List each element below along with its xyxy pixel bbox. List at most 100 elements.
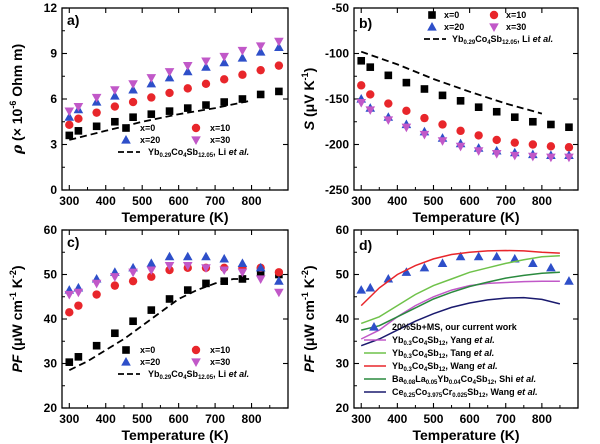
data-point <box>64 112 75 121</box>
y-tick-label: 40 <box>44 312 58 326</box>
data-point <box>128 276 138 286</box>
legend-label: Ba0.08​La0.05​Yb0.04​Co4​Sb12​, Shi et a… <box>392 374 536 386</box>
data-point <box>128 97 138 107</box>
data-point <box>256 268 265 277</box>
legend-label: x=10 <box>506 10 526 20</box>
data-point <box>219 253 230 263</box>
legend: 20%Sb+MS, our current work Yb0.3​Co4​Sb12… <box>364 322 538 399</box>
panel-c: 300 400 500 600 700 800 20 30 40 50 60 Temperature … <box>8 223 289 443</box>
data-point <box>510 138 519 147</box>
data-point <box>201 264 211 273</box>
data-point <box>147 93 156 102</box>
data-point <box>564 143 574 152</box>
data-point <box>366 63 375 71</box>
y-tick-label: 6 <box>50 92 57 106</box>
data-point <box>564 276 574 285</box>
data-point <box>74 114 83 123</box>
x-tick-label: 600 <box>169 194 189 208</box>
data-point <box>365 106 376 115</box>
data-point <box>546 142 556 151</box>
data-point <box>201 57 211 67</box>
x-tick-label: 500 <box>423 412 443 426</box>
panel-d: 300 400 500 600 700 800 20 30 40 50 60 Temperature … <box>300 223 579 443</box>
data-point <box>128 268 138 278</box>
x-axis-label: Temperature (K) <box>412 209 519 225</box>
data-point <box>110 86 120 95</box>
data-point <box>510 113 519 121</box>
data-point <box>201 62 211 71</box>
y-tick-label: -50 <box>332 1 350 15</box>
data-point <box>219 57 230 67</box>
data-point <box>201 79 211 89</box>
data-point <box>64 107 75 117</box>
data-point <box>165 295 174 303</box>
data-point <box>237 53 248 62</box>
data-point <box>237 268 248 278</box>
x-tick-label: 700 <box>205 194 225 208</box>
plot-frame <box>61 229 289 409</box>
panel-label: b) <box>359 15 372 31</box>
data-point <box>419 130 430 140</box>
data-point <box>384 71 393 80</box>
data-point <box>219 266 230 276</box>
data-point <box>546 153 556 163</box>
x-tick-label: 600 <box>169 412 189 426</box>
legend-marker <box>489 10 499 20</box>
data-point <box>366 90 375 99</box>
data-point <box>92 122 101 131</box>
data-point <box>455 142 466 152</box>
data-point <box>455 251 466 261</box>
y-tick-label: 20 <box>44 401 58 415</box>
data-point <box>146 74 157 83</box>
legend-marker <box>427 22 437 31</box>
data-point <box>529 117 537 126</box>
data-point <box>565 123 573 132</box>
x-tick-label: 600 <box>460 412 480 426</box>
x-tick-label: 500 <box>132 194 152 208</box>
data-point <box>219 52 230 62</box>
data-point <box>438 120 447 129</box>
data-point <box>65 131 74 140</box>
legend-label: x=20 <box>140 135 160 145</box>
data-point <box>420 113 429 123</box>
series-line <box>360 249 560 307</box>
panel-b: 300 400 500 600 700 800 -250 -200 -150 -100 -50 Tem… <box>300 1 579 225</box>
data-point <box>237 46 248 56</box>
x-tick-label: 700 <box>496 412 516 426</box>
data-point <box>564 153 574 163</box>
data-point <box>255 46 266 56</box>
data-point <box>238 70 247 79</box>
data-point <box>147 306 156 314</box>
data-point <box>528 140 538 149</box>
data-point <box>165 107 174 115</box>
y-tick-label: -250 <box>325 183 349 197</box>
x-tick-label: 600 <box>460 194 480 208</box>
data-point <box>74 353 83 361</box>
data-point <box>356 285 367 294</box>
data-point <box>110 281 120 290</box>
legend-label: Yb0.29Co4Sb12.05, Li et al. <box>148 369 249 381</box>
data-point <box>92 341 101 350</box>
data-point <box>182 262 193 271</box>
data-point <box>65 120 74 129</box>
data-point <box>474 103 483 111</box>
data-point <box>256 90 265 99</box>
legend-label: Yb0.3​Co4​Sb12​, Wang et al. <box>392 361 498 373</box>
x-tick-label: 800 <box>532 412 552 426</box>
x-tick-label: 500 <box>423 194 443 208</box>
x-tick-label: 400 <box>96 412 116 426</box>
data-point <box>438 91 447 100</box>
series-line <box>360 50 543 115</box>
data-point <box>356 99 367 108</box>
y-tick-label: 60 <box>336 223 350 237</box>
data-point <box>274 276 284 285</box>
data-point <box>402 106 411 116</box>
legend: x=0 x=10 x=20 x=30 Yb0.29Co4Sb12.05, Li et a… <box>118 123 249 159</box>
data-point <box>164 262 175 271</box>
legend-marker <box>428 11 436 19</box>
panel-label: d) <box>359 237 372 253</box>
legend-label: Yb0.3​Co4​Sb12​, Tang et al. <box>392 348 494 360</box>
y-tick-label: 12 <box>44 1 58 15</box>
data-point <box>255 42 266 51</box>
